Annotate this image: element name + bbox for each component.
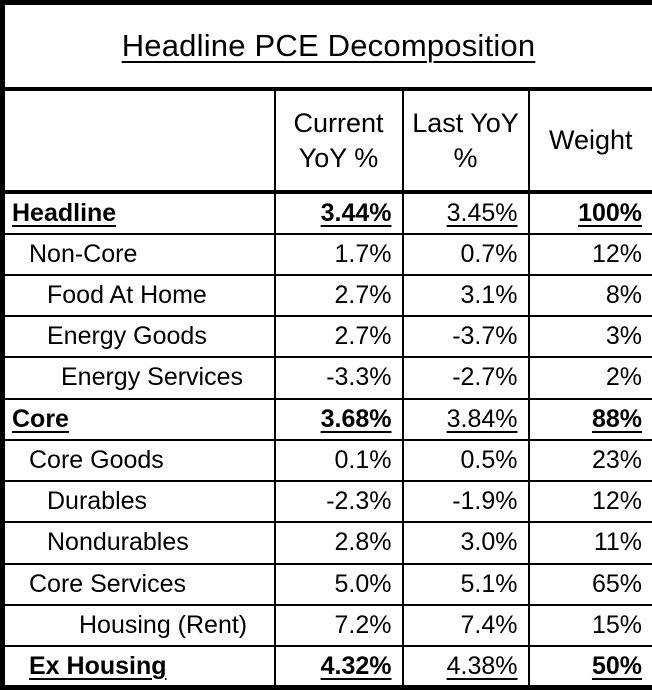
last-yoy-cell: 4.38% <box>401 645 530 689</box>
last-yoy-cell: 5.1% <box>401 562 530 606</box>
weight-cell: 15% <box>527 603 652 648</box>
weight-cell: 65% <box>527 562 652 606</box>
last-yoy-cell: 7.4% <box>401 603 530 648</box>
weight-cell: 11% <box>527 521 652 565</box>
last-yoy-cell: -1.9% <box>401 480 530 524</box>
weight-cell: 50% <box>527 645 652 689</box>
table-row: Core Services 5.0% 5.1% 65% <box>1 562 652 606</box>
table-row: Energy Goods 2.7% -3.7% 3% <box>1 315 652 359</box>
last-yoy-cell: 3.84% <box>401 397 530 441</box>
header-last-yoy: Last YoY % <box>401 88 530 195</box>
table-row: Housing (Rent) 7.2% 7.4% 15% <box>1 603 652 648</box>
header-blank-cell <box>1 88 276 195</box>
weight-cell: 100% <box>527 191 652 235</box>
weight-cell: 23% <box>527 438 652 483</box>
current-yoy-cell: 3.44% <box>273 191 404 235</box>
row-label: Ex Housing <box>1 645 276 689</box>
last-yoy-cell: 3.45% <box>401 191 530 235</box>
table-title-cell: Headline PCE Decomposition <box>1 1 652 92</box>
header-current-yoy: Current YoY % <box>273 88 404 195</box>
table-header-row: Current YoY % Last YoY % Weight <box>1 88 652 195</box>
row-label: Housing (Rent) <box>1 603 276 648</box>
row-label: Nondurables <box>1 521 276 565</box>
table-row: Food At Home 2.7% 3.1% 8% <box>1 273 652 318</box>
current-yoy-cell: -2.3% <box>273 480 404 524</box>
current-yoy-cell: 2.7% <box>273 315 404 359</box>
weight-cell: 8% <box>527 273 652 318</box>
weight-cell: 88% <box>527 397 652 441</box>
row-label: Non-Core <box>1 232 276 276</box>
current-yoy-cell: 5.0% <box>273 562 404 606</box>
row-label: Core Goods <box>1 438 276 483</box>
current-yoy-cell: 3.68% <box>273 397 404 441</box>
table-row: Ex Housing 4.32% 4.38% 50% <box>1 645 652 689</box>
header-weight: Weight <box>527 88 652 195</box>
table-title-row: Headline PCE Decomposition <box>1 1 652 92</box>
last-yoy-cell: 3.1% <box>401 273 530 318</box>
current-yoy-cell: -3.3% <box>273 356 404 400</box>
weight-cell: 12% <box>527 480 652 524</box>
table-row: Core Goods 0.1% 0.5% 23% <box>1 438 652 483</box>
current-yoy-cell: 7.2% <box>273 603 404 648</box>
row-label: Durables <box>1 480 276 524</box>
row-label: Headline <box>1 191 276 235</box>
table-row: Durables -2.3% -1.9% 12% <box>1 480 652 524</box>
table-row: Energy Services -3.3% -2.7% 2% <box>1 356 652 400</box>
current-yoy-cell: 0.1% <box>273 438 404 483</box>
table-row: Core 3.68% 3.84% 88% <box>1 397 652 441</box>
weight-cell: 2% <box>527 356 652 400</box>
row-label: Energy Services <box>1 356 276 400</box>
weight-cell: 3% <box>527 315 652 359</box>
weight-cell: 12% <box>527 232 652 276</box>
row-label: Energy Goods <box>1 315 276 359</box>
current-yoy-cell: 2.7% <box>273 273 404 318</box>
row-label: Food At Home <box>1 273 276 318</box>
table-row: Headline 3.44% 3.45% 100% <box>1 191 652 235</box>
row-label: Core <box>1 397 276 441</box>
last-yoy-cell: 3.0% <box>401 521 530 565</box>
current-yoy-cell: 1.7% <box>273 232 404 276</box>
page-title: Headline PCE Decomposition <box>121 28 536 64</box>
row-label: Core Services <box>1 562 276 606</box>
table-row: Nondurables 2.8% 3.0% 11% <box>1 521 652 565</box>
last-yoy-cell: -2.7% <box>401 356 530 400</box>
current-yoy-cell: 4.32% <box>273 645 404 689</box>
last-yoy-cell: 0.7% <box>401 232 530 276</box>
last-yoy-cell: 0.5% <box>401 438 530 483</box>
last-yoy-cell: -3.7% <box>401 315 530 359</box>
current-yoy-cell: 2.8% <box>273 521 404 565</box>
table-row: Non-Core 1.7% 0.7% 12% <box>1 232 652 276</box>
